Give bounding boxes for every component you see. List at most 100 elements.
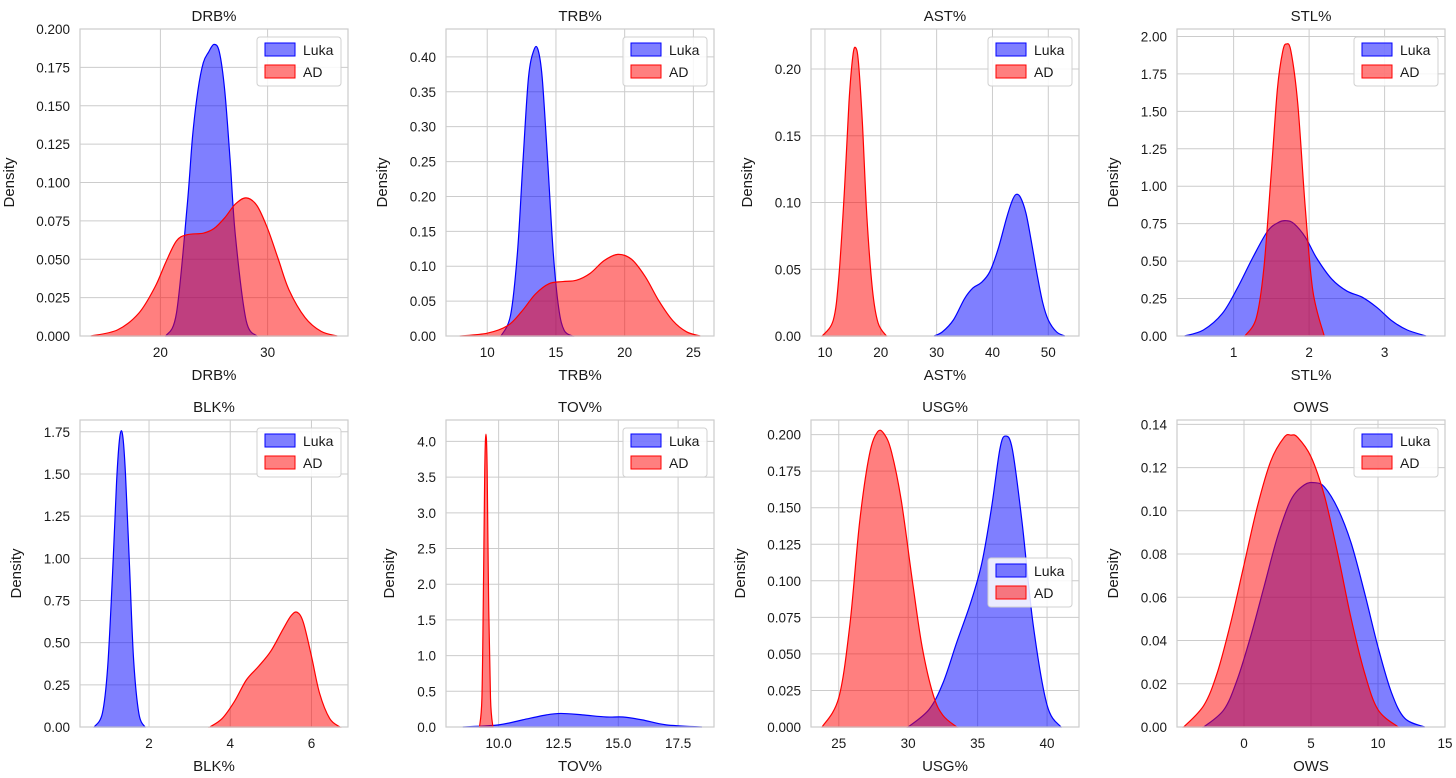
y-tick-label: 0.14: [1141, 417, 1168, 432]
x-tick-label: 30: [260, 345, 275, 360]
x-tick-label: 35: [970, 736, 985, 751]
y-tick-label: 0.30: [410, 120, 436, 135]
y-tick-label: 0.200: [36, 22, 70, 37]
legend-label-ad: AD: [669, 64, 688, 80]
legend-swatch-luka: [630, 433, 662, 448]
y-tick-label: 3.5: [417, 470, 436, 485]
y-tick-label: 0.00: [410, 329, 436, 344]
y-tick-label: 0.000: [36, 329, 70, 344]
x-tick-label: 30: [929, 345, 944, 360]
x-tick-label: 30: [901, 736, 916, 751]
y-tick-label: 2.0: [417, 577, 436, 592]
legend-swatch-luka: [1361, 42, 1393, 57]
y-tick-label: 1.25: [44, 509, 70, 524]
legend-swatch-ad: [1361, 455, 1393, 470]
legend-label-luka: Luka: [669, 42, 700, 58]
y-tick-label: 2.5: [417, 542, 436, 557]
x-axis-label: USG%: [922, 758, 968, 775]
y-tick-label: 0.0: [417, 720, 436, 735]
y-tick-label: 0.04: [1141, 634, 1168, 649]
x-tick-label: 4: [226, 736, 234, 751]
axes-frame: [79, 28, 349, 337]
y-tick-label: 0.25: [410, 155, 436, 170]
y-tick-label: 0.75: [44, 593, 70, 608]
y-tick-label: 0.15: [775, 129, 801, 144]
subplot-drb-pct: 20 30 0.000 0.025 0.050 0.075 0.100 0.125 0.150 0…: [1, 8, 349, 384]
subplot-tov-pct: 10.0 12.5 15.0 17.5 0.0 0.5 1.0 1.5 2.0 2.5 3.0 3.5…: [381, 399, 715, 775]
y-tick-label: 0.10: [775, 196, 801, 211]
legend-label-luka: Luka: [1034, 42, 1065, 58]
density-area-ad: [478, 433, 494, 728]
y-tick-label: 0.10: [1141, 504, 1167, 519]
subplot-title: DRB%: [191, 8, 236, 25]
y-tick-label: 0.35: [410, 85, 436, 100]
legend-label-ad: AD: [1034, 64, 1053, 80]
density-area-luka: [93, 430, 146, 728]
axes-frame: [1176, 419, 1446, 728]
legend-swatch-ad: [995, 585, 1027, 600]
x-tick-label: 20: [873, 345, 888, 360]
y-tick-label: 0.150: [36, 99, 70, 114]
legend-swatch-luka: [264, 433, 296, 448]
y-tick-label: 0.050: [36, 252, 70, 267]
x-tick-label: 2: [1305, 345, 1313, 360]
legend-swatch-luka: [630, 42, 662, 57]
subplot-title: TOV%: [558, 399, 602, 416]
x-tick-label: 25: [831, 736, 846, 751]
y-tick-label: 0.075: [36, 214, 70, 229]
subplot-title: OWS: [1293, 399, 1329, 416]
legend-swatch-luka: [264, 42, 296, 57]
legend-label-ad: AD: [1400, 455, 1419, 471]
y-tick-label: 0.100: [767, 574, 801, 589]
y-tick-label: 0.40: [410, 50, 436, 65]
density-area-ad: [90, 197, 338, 337]
subplot-title: STL%: [1291, 8, 1332, 25]
legend-label-luka: Luka: [1034, 563, 1065, 579]
x-tick-label: 40: [1040, 736, 1055, 751]
legend-swatch-luka: [1361, 433, 1393, 448]
y-tick-label: 0.05: [775, 262, 801, 277]
y-tick-label: 0.125: [767, 537, 801, 552]
y-tick-label: 1.50: [1141, 104, 1167, 119]
y-tick-label: 1.0: [417, 649, 436, 664]
y-axis-label: Density: [1, 157, 18, 208]
x-tick-label: 5: [1307, 736, 1315, 751]
x-axis-label: BLK%: [193, 758, 235, 775]
y-tick-label: 0.200: [767, 428, 801, 443]
x-tick-label: 3: [1381, 345, 1389, 360]
y-axis-label: Density: [739, 157, 756, 208]
x-tick-label: 25: [686, 345, 701, 360]
density-area-ad: [1243, 43, 1325, 337]
y-tick-label: 0.150: [767, 501, 801, 516]
axes-frame: [445, 419, 715, 728]
subplot-trb-pct: 10 15 20 25 0.00 0.05 0.10 0.15 0.20 0.25 0.30 0.35…: [374, 8, 715, 384]
legend-swatch-ad: [1361, 64, 1393, 79]
y-tick-label: 0.10: [410, 259, 436, 274]
density-area-ad: [459, 253, 701, 337]
legend-label-luka: Luka: [669, 433, 700, 449]
y-axis-label: Density: [1105, 548, 1122, 599]
x-tick-label: 50: [1041, 345, 1056, 360]
y-tick-label: 0.06: [1141, 590, 1167, 605]
legend-label-luka: Luka: [1400, 433, 1431, 449]
legend-swatch-ad: [995, 64, 1027, 79]
y-tick-label: 0.025: [36, 291, 70, 306]
x-tick-label: 15.0: [605, 736, 631, 751]
legend-swatch-ad: [630, 64, 662, 79]
y-tick-label: 0.100: [36, 176, 70, 191]
axes-frame: [445, 28, 715, 337]
y-tick-label: 0.25: [44, 678, 70, 693]
x-tick-label: 10.0: [486, 736, 512, 751]
y-axis-label: Density: [381, 548, 398, 599]
axes-frame: [1176, 28, 1446, 337]
y-tick-label: 0.175: [36, 60, 70, 75]
y-tick-label: 1.25: [1141, 142, 1167, 157]
y-tick-label: 0.075: [767, 610, 801, 625]
y-tick-label: 1.00: [1141, 179, 1167, 194]
legend-label-ad: AD: [303, 455, 322, 471]
y-tick-label: 0.175: [767, 464, 801, 479]
x-tick-label: 40: [985, 345, 1000, 360]
density-area-luka: [462, 712, 703, 728]
y-tick-label: 0.25: [1141, 292, 1167, 307]
